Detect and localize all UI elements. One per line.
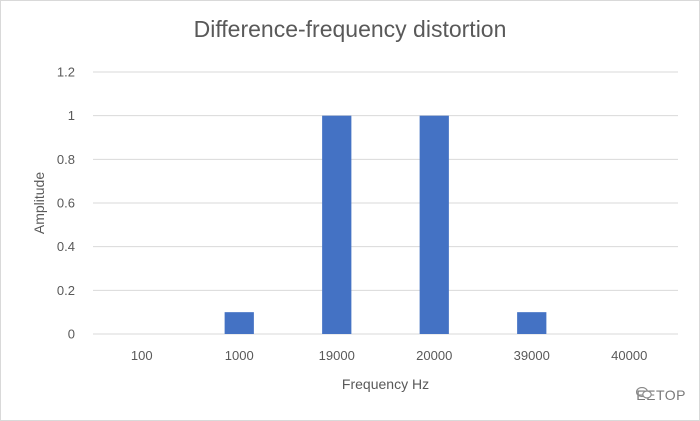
x-tick-label: 20000 [416, 348, 452, 363]
bar-1000 [224, 312, 254, 334]
bar-39000 [517, 312, 547, 334]
chart-title: Difference-frequency distortion [193, 16, 507, 42]
x-axis-label: Frequency Hz [342, 376, 429, 392]
wechat-icon [636, 387, 653, 399]
x-tick-labels: 100 1000 19000 20000 39000 40000 [131, 348, 647, 363]
y-tick-label: 1 [68, 108, 75, 123]
x-tick-label: 19000 [319, 348, 355, 363]
y-axis-label: Amplitude [31, 172, 47, 234]
bars [224, 115, 547, 335]
y-tick-label: 0.6 [57, 196, 75, 211]
gridlines [93, 71, 678, 335]
bar-20000 [419, 115, 449, 335]
y-tick-label: 0.2 [57, 283, 75, 298]
x-tick-label: 1000 [225, 348, 254, 363]
y-tick-label: 0.8 [57, 152, 75, 167]
y-tick-labels: 0 0.2 0.4 0.6 0.8 1 1.2 [57, 65, 75, 342]
x-tick-label: 40000 [611, 348, 647, 363]
bar-19000 [322, 115, 352, 335]
watermark: EETOP [636, 387, 686, 403]
x-tick-label: 100 [131, 348, 153, 363]
y-tick-label: 0.4 [57, 239, 75, 254]
y-tick-label: 0 [68, 327, 75, 342]
y-tick-label: 1.2 [57, 65, 75, 80]
x-tick-label: 39000 [514, 348, 550, 363]
